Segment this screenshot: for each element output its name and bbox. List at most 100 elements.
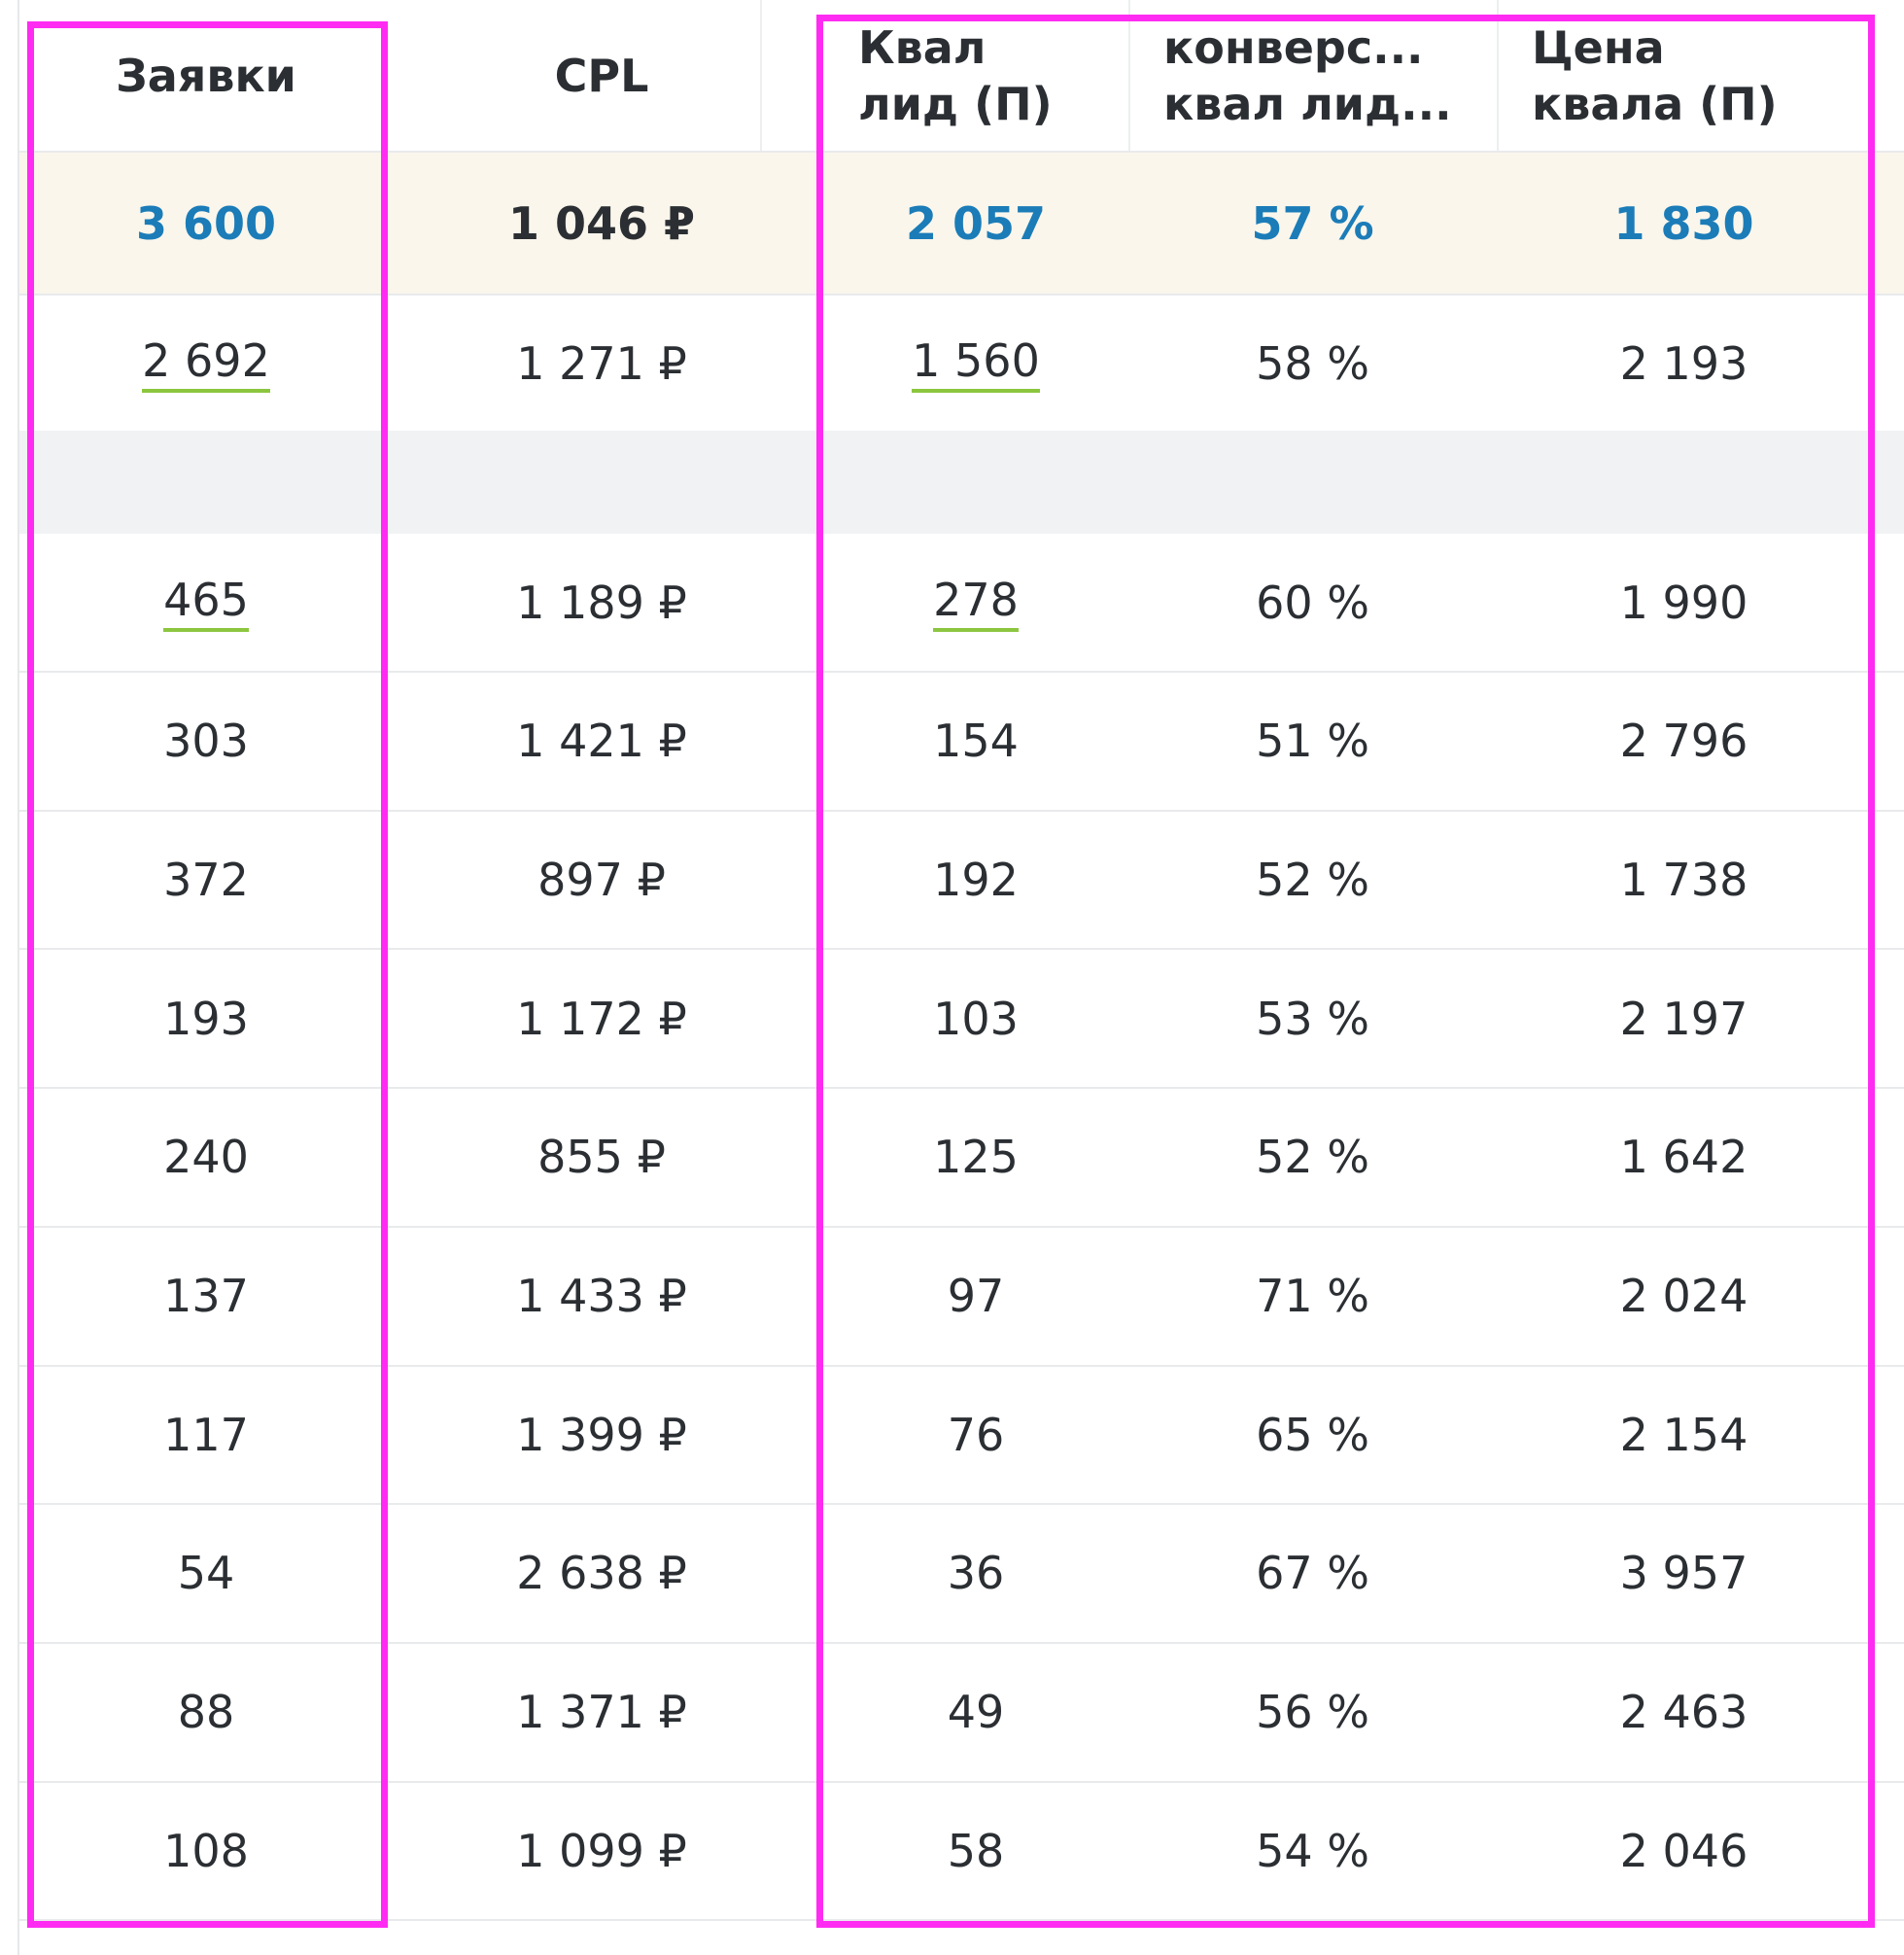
cell-cpl: 855 ₽ bbox=[387, 1089, 816, 1226]
table-row: 465 1 189 ₽ 278 60 % 1 990 bbox=[19, 534, 1904, 673]
total-requests: 3 600 bbox=[135, 196, 277, 250]
table-row: 108 1 099 ₽ 58 54 % 2 046 bbox=[19, 1782, 1904, 1922]
cell-value[interactable]: 465 bbox=[163, 574, 249, 632]
cell-value: 2 463 bbox=[1619, 1686, 1748, 1739]
cell-qual-leads: 278 bbox=[823, 534, 1128, 671]
cell-requests: 193 bbox=[25, 950, 387, 1087]
cell-qual-leads: 125 bbox=[823, 1089, 1128, 1226]
cell-value: 1 099 ₽ bbox=[516, 1824, 687, 1877]
header-label: Заявки bbox=[116, 49, 296, 102]
group-qual-leads[interactable]: 1 560 bbox=[823, 296, 1128, 431]
cell-value: 108 bbox=[163, 1824, 249, 1877]
total-cpl: 1 046 ₽ bbox=[507, 196, 696, 250]
cell-requests: 303 bbox=[25, 673, 387, 810]
header-label: CPL bbox=[554, 49, 649, 102]
total-conversion: 57 % bbox=[1251, 196, 1374, 250]
cell-value: 2 154 bbox=[1619, 1408, 1748, 1461]
cell-value: 1 399 ₽ bbox=[516, 1408, 687, 1461]
cell-value: 154 bbox=[933, 715, 1019, 768]
cell-value: 36 bbox=[947, 1547, 1005, 1600]
cell-value: 1 421 ₽ bbox=[516, 715, 687, 768]
cell-value: 54 bbox=[177, 1547, 235, 1600]
cell-value: 49 bbox=[947, 1686, 1005, 1739]
header-label: Квал лид (П) bbox=[858, 19, 1053, 132]
cell-value: 88 bbox=[177, 1686, 235, 1739]
cell-requests: 54 bbox=[25, 1505, 387, 1642]
header-line: квала (П) bbox=[1532, 77, 1778, 130]
cell-requests: 117 bbox=[25, 1366, 387, 1503]
table-row: 193 1 172 ₽ 103 53 % 2 197 bbox=[19, 950, 1904, 1090]
cell-conversion: 67 % bbox=[1128, 1505, 1497, 1642]
cell-conversion: 54 % bbox=[1128, 1782, 1497, 1919]
cell-value: 53 % bbox=[1256, 992, 1369, 1045]
cell-value: 65 % bbox=[1256, 1408, 1369, 1461]
cell-value: 1 738 bbox=[1619, 853, 1748, 906]
cell-value[interactable]: 278 bbox=[933, 574, 1019, 632]
cell-value: 1 371 ₽ bbox=[516, 1686, 687, 1739]
column-divider[interactable] bbox=[1497, 0, 1499, 151]
cell-conversion: 60 % bbox=[1128, 534, 1497, 671]
cell-value: 58 bbox=[947, 1824, 1005, 1877]
cell-value: 54 % bbox=[1256, 1824, 1369, 1877]
cell-value: 52 % bbox=[1256, 1131, 1369, 1184]
cell-value: 1 172 ₽ bbox=[516, 992, 687, 1045]
cell-qual-price: 3 957 bbox=[1497, 1505, 1871, 1642]
cell-value: 192 bbox=[933, 853, 1019, 906]
cell-value: 52 % bbox=[1256, 853, 1369, 906]
cell-value: 97 bbox=[947, 1270, 1005, 1322]
qual-leads-link[interactable]: 1 560 bbox=[912, 334, 1040, 393]
cell-conversion: 71 % bbox=[1128, 1228, 1497, 1365]
header-line: Квал bbox=[858, 20, 987, 74]
cell-qual-leads: 97 bbox=[823, 1228, 1128, 1365]
cell-conversion: 51 % bbox=[1128, 673, 1497, 810]
cell-cpl: 1 421 ₽ bbox=[387, 673, 816, 810]
cell-qual-leads: 103 bbox=[823, 950, 1128, 1087]
cell-requests: 240 bbox=[25, 1089, 387, 1226]
total-qual-leads: 2 057 bbox=[905, 196, 1047, 250]
cell-value: 1 642 bbox=[1619, 1131, 1748, 1184]
header-label: конверс... квал лид... bbox=[1163, 19, 1452, 132]
cell-value: 51 % bbox=[1256, 715, 1369, 768]
cell-qual-leads: 49 bbox=[823, 1644, 1128, 1781]
cell-value: 1 990 bbox=[1619, 576, 1748, 629]
group-requests[interactable]: 2 692 bbox=[25, 296, 387, 431]
cell-value: 303 bbox=[163, 715, 249, 768]
cell-requests: 108 bbox=[25, 1782, 387, 1919]
header-requests[interactable]: Заявки bbox=[25, 0, 387, 151]
cell-cpl: 1 371 ₽ bbox=[387, 1644, 816, 1781]
cell-cpl: 897 ₽ bbox=[387, 811, 816, 948]
cell-conversion: 56 % bbox=[1128, 1644, 1497, 1781]
cell-value: 2 197 bbox=[1619, 992, 1748, 1045]
cell-qual-price: 2 197 bbox=[1497, 950, 1871, 1087]
column-divider[interactable] bbox=[760, 0, 762, 151]
cell-value: 117 bbox=[163, 1408, 249, 1461]
cell-value: 137 bbox=[163, 1270, 249, 1322]
cell-conversion: 53 % bbox=[1128, 950, 1497, 1087]
requests-link[interactable]: 2 692 bbox=[142, 334, 270, 393]
cell-conversion: 52 % bbox=[1128, 811, 1497, 948]
header-qual-price[interactable]: Цена квала (П) bbox=[1497, 0, 1871, 151]
group-cpl: 1 271 ₽ bbox=[516, 336, 687, 390]
cell-qual-leads: 192 bbox=[823, 811, 1128, 948]
cell-qual-price: 2 046 bbox=[1497, 1782, 1871, 1919]
cell-value: 76 bbox=[947, 1408, 1005, 1461]
cell-cpl: 1 433 ₽ bbox=[387, 1228, 816, 1365]
cell-value: 240 bbox=[163, 1131, 249, 1184]
cell-qual-price: 2 024 bbox=[1497, 1228, 1871, 1365]
cell-qual-price: 2 463 bbox=[1497, 1644, 1871, 1781]
header-qual-leads[interactable]: Квал лид (П) bbox=[823, 0, 1128, 151]
header-conversion[interactable]: конверс... квал лид... bbox=[1128, 0, 1497, 151]
cell-value: 855 ₽ bbox=[537, 1131, 666, 1184]
cell-qual-price: 1 738 bbox=[1497, 811, 1871, 948]
cell-value: 67 % bbox=[1256, 1547, 1369, 1600]
column-divider[interactable] bbox=[1128, 0, 1130, 151]
cell-value: 1 189 ₽ bbox=[516, 576, 687, 629]
cell-requests: 372 bbox=[25, 811, 387, 948]
cell-cpl: 1 172 ₽ bbox=[387, 950, 816, 1087]
cell-requests: 137 bbox=[25, 1228, 387, 1365]
cell-conversion: 65 % bbox=[1128, 1366, 1497, 1503]
cell-conversion: 52 % bbox=[1128, 1089, 1497, 1226]
table-header: Заявки CPL Квал лид (П) конверс... квал ли… bbox=[19, 0, 1904, 153]
header-cpl[interactable]: CPL bbox=[387, 0, 816, 151]
header-line: Цена bbox=[1532, 20, 1665, 74]
